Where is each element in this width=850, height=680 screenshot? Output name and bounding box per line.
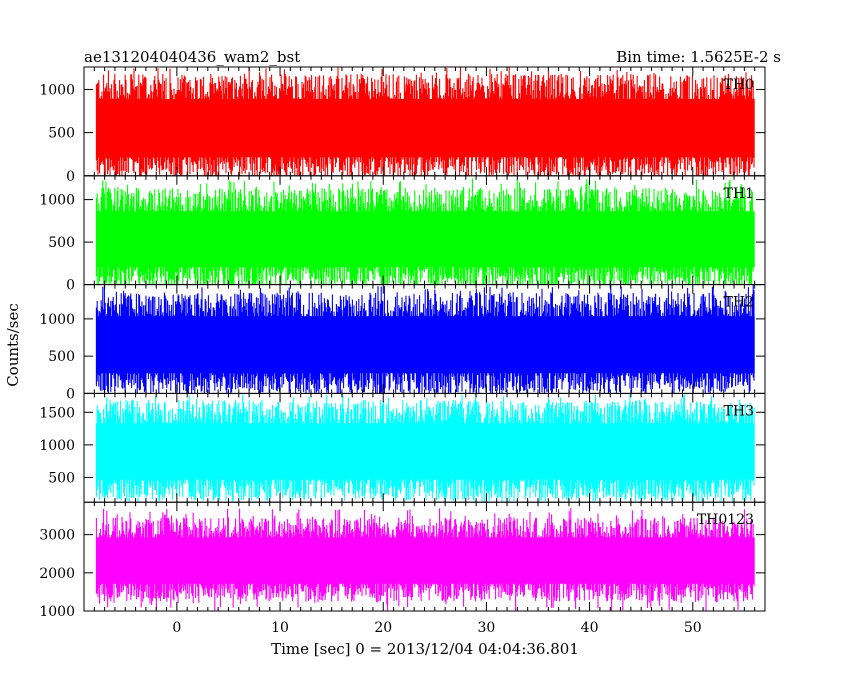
y-tick-label: 500 xyxy=(48,126,75,142)
y-tick-label: 1000 xyxy=(39,604,75,620)
trace-core-th3 xyxy=(96,423,755,480)
x-tick-label: 20 xyxy=(374,620,392,636)
panel-th1: 0 500 1000 TH1 xyxy=(39,175,766,294)
x-tick-label: 40 xyxy=(581,620,599,636)
panel-label-th1: TH1 xyxy=(724,186,754,202)
y-tick-label: 0 xyxy=(66,169,75,185)
x-axis-label: Time [sec] 0 = 2013/12/04 04:04:36.801 xyxy=(271,640,579,658)
y-tick-label: 1000 xyxy=(39,438,75,454)
y-tick-label: 2000 xyxy=(39,566,75,582)
panel-th0123: 1000 2000 3000 TH0123 xyxy=(39,501,766,620)
bin-time-label: Bin time: 1.5625E-2 s xyxy=(616,48,781,66)
trace-core-th2 xyxy=(96,316,755,374)
panel-label-th2: TH2 xyxy=(724,295,754,311)
chart-title: ae131204040436_wam2_bst xyxy=(84,48,300,66)
panel-label-th0123: TH0123 xyxy=(697,512,754,528)
y-tick-label: 0 xyxy=(66,386,75,402)
y-axis-label: Counts/sec xyxy=(4,303,22,387)
y-tick-label: 1000 xyxy=(39,312,75,328)
x-tick-label: 30 xyxy=(477,620,495,636)
panel-label-th0: TH0 xyxy=(724,77,754,93)
trace-core-th0 xyxy=(96,98,755,158)
panel-th0: 0 500 1000 TH0 xyxy=(39,66,766,185)
y-tick-label: 3000 xyxy=(39,528,75,544)
y-tick-label: 1000 xyxy=(39,82,75,98)
panel-th3: 500 1000 1500 TH3 xyxy=(39,392,766,503)
x-tick-label: 10 xyxy=(271,620,289,636)
y-tick-label: 500 xyxy=(48,470,75,486)
y-tick-label: 1000 xyxy=(39,193,75,209)
trace-core-th1 xyxy=(96,211,755,268)
panel-th2: 0 500 1000 TH2 xyxy=(39,284,766,402)
x-tick-label: 0 xyxy=(172,620,181,636)
y-tick-label: 500 xyxy=(48,235,75,251)
y-tick-label: 500 xyxy=(48,349,75,365)
trace-core-th0123 xyxy=(96,537,755,584)
panel-label-th3: TH3 xyxy=(724,403,754,419)
x-tick-label: 50 xyxy=(684,620,702,636)
y-tick-label: 0 xyxy=(66,278,75,294)
y-tick-label: 1500 xyxy=(39,405,75,421)
